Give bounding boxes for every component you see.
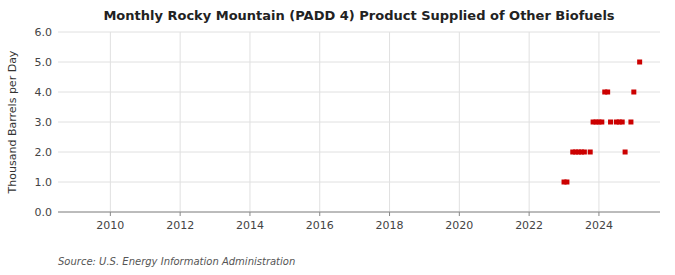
x-tick-label: 2020 bbox=[445, 219, 473, 232]
x-grid-line bbox=[459, 32, 460, 212]
data-points bbox=[562, 60, 643, 185]
x-grid-line bbox=[249, 32, 250, 212]
data-point bbox=[628, 120, 633, 125]
x-grid-line bbox=[389, 32, 390, 212]
x-tick-mark bbox=[319, 212, 320, 216]
x-tick-label: 2016 bbox=[306, 219, 334, 232]
y-tick-label: 1.0 bbox=[35, 176, 53, 189]
y-grid-line bbox=[58, 122, 660, 123]
data-point bbox=[631, 90, 636, 95]
y-axis-label: Thousand Barrels per Day bbox=[6, 50, 19, 194]
x-axis-line bbox=[58, 212, 660, 213]
source-note: Source: U.S. Energy Information Administ… bbox=[58, 256, 295, 267]
y-grid-line bbox=[58, 182, 660, 183]
x-grid-line bbox=[319, 32, 320, 212]
x-grid-line bbox=[529, 32, 530, 212]
x-tick-mark bbox=[110, 212, 111, 216]
y-tick-label: 2.0 bbox=[35, 146, 53, 159]
data-point bbox=[620, 120, 625, 125]
chart-svg: Monthly Rocky Mountain (PADD 4) Product … bbox=[0, 0, 675, 275]
data-point bbox=[637, 60, 642, 65]
x-tick-mark bbox=[389, 212, 390, 216]
x-grid-line bbox=[180, 32, 181, 212]
y-tick-label: 5.0 bbox=[35, 56, 53, 69]
data-point bbox=[608, 120, 613, 125]
y-grid-line bbox=[58, 62, 660, 63]
x-tick-mark bbox=[459, 212, 460, 216]
data-point bbox=[564, 180, 569, 185]
y-tick-label: 6.0 bbox=[35, 26, 53, 39]
title: Monthly Rocky Mountain (PADD 4) Product … bbox=[103, 8, 614, 23]
x-grid-line bbox=[110, 32, 111, 212]
x-tick-mark bbox=[249, 212, 250, 216]
x-tick-label: 2012 bbox=[166, 219, 194, 232]
x-tick-label: 2014 bbox=[236, 219, 264, 232]
x-tick-label: 2018 bbox=[376, 219, 404, 232]
y-tick-label: 3.0 bbox=[35, 116, 53, 129]
y-tick-label: 4.0 bbox=[35, 86, 53, 99]
y-grid-line bbox=[58, 92, 660, 93]
y-grid-line bbox=[58, 32, 660, 33]
x-tick-mark bbox=[529, 212, 530, 216]
x-tick-label: 2010 bbox=[96, 219, 124, 232]
data-point bbox=[623, 150, 628, 155]
x-tick-label: 2022 bbox=[515, 219, 543, 232]
data-point bbox=[605, 90, 610, 95]
grid bbox=[58, 32, 660, 212]
data-point bbox=[599, 120, 604, 125]
y-grid-line bbox=[58, 152, 660, 153]
x-tick-mark bbox=[180, 212, 181, 216]
y-grid-line bbox=[58, 212, 660, 213]
chart-container: Monthly Rocky Mountain (PADD 4) Product … bbox=[0, 0, 675, 275]
data-point bbox=[588, 150, 593, 155]
x-tick-label: 2024 bbox=[585, 219, 613, 232]
x-tick-mark bbox=[598, 212, 599, 216]
data-point bbox=[582, 150, 587, 155]
y-tick-label: 0.0 bbox=[35, 206, 53, 219]
